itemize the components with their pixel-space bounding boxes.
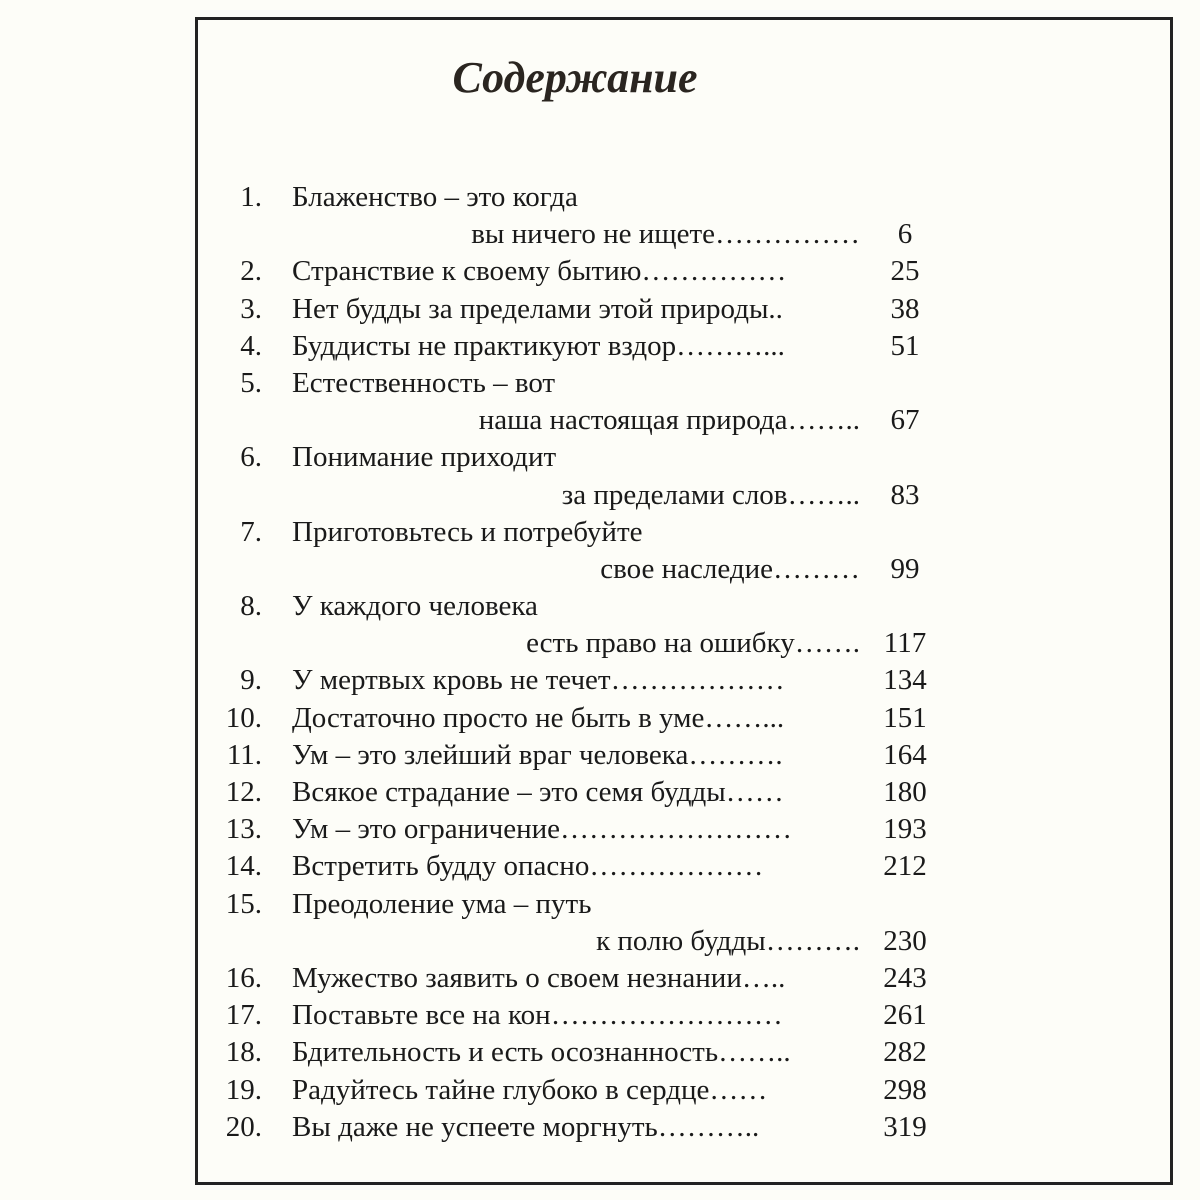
entry-page: 243 [883,961,927,994]
toc-entry-continuation[interactable]: есть право на ошибку……. 117 [200,625,960,662]
toc-entry[interactable]: 12. Всякое страдание – это семя будды…… 18… [200,774,960,811]
entry-title: Вы даже не успеете моргнуть……….. [292,1110,760,1143]
entry-number: 17. [225,999,262,1032]
entry-page: 25 [890,255,920,288]
entry-number: 1. [240,181,262,213]
entry-title: Достаточно просто не быть в уме……... [292,701,785,734]
entry-page: 99 [890,552,920,585]
entry-number: 7. [240,515,262,548]
entry-page: 38 [890,292,920,325]
toc-entry[interactable]: 19. Радуйтесь тайне глубоко в сердце…… 298 [200,1072,960,1109]
toc-entry[interactable]: 17. Поставьте все на кон…………………… 261 [200,997,960,1034]
entry-title: Ум – это злейший враг человека………. [292,738,783,771]
entry-number: 13. [225,813,262,846]
entry-title: Встретить будду опасно……………… [292,850,764,883]
toc-entry-continuation[interactable]: вы ничего не ищете…………… 6 [200,216,960,253]
toc-entry[interactable]: 1. Блаженство – это когда [200,179,960,216]
toc-entry-continuation[interactable]: за пределами слов…….. 83 [200,477,960,514]
entry-page: 6 [897,218,913,251]
entry-title: Мужество заявить о своем незнании….. [292,961,786,994]
entry-page: 180 [883,776,927,808]
toc-entry[interactable]: 8. У каждого человека [200,588,960,625]
entry-title: Ум – это ограничение…………………… [292,813,792,846]
entry-title: У каждого человека [292,590,538,623]
entry-title: Странствие к своему бытию…………… [292,255,787,288]
entry-title: У мертвых кровь не течет……………… [292,664,785,697]
toc-entry-continuation[interactable]: свое наследие……… 99 [200,551,960,588]
entry-page: 193 [883,813,927,846]
entry-number: 9. [240,664,262,697]
entry-page: 51 [890,329,920,362]
toc-entry[interactable]: 16. Мужество заявить о своем незнании….. 2… [200,960,960,997]
toc-entry[interactable]: 20. Вы даже не успеете моргнуть……….. 319 [200,1109,960,1146]
entry-number: 4. [240,329,262,362]
toc-entry[interactable]: 11. Ум – это злейший враг человека………. 164 [200,737,960,774]
entry-title: Понимание приходит [292,441,557,474]
toc-entry-continuation[interactable]: к полю будды………. 230 [200,923,960,960]
toc-entry[interactable]: 7. Приготовьтесь и потребуйте [200,514,960,551]
entry-title-continuation: есть право на ошибку……. [526,627,860,660]
entry-number: 2. [240,255,262,288]
entry-title: Блаженство – это когда [292,181,578,213]
toc-entry[interactable]: 9. У мертвых кровь не течет……………… 134 [200,662,960,699]
toc-entry[interactable]: 5. Естественность – вот [200,365,960,402]
entry-title-continuation: свое наследие……… [600,552,860,585]
toc-entry[interactable]: 2. Странствие к своему бытию…………… 25 [200,253,960,290]
entry-number: 12. [225,776,262,808]
entry-title: Всякое страдание – это семя будды…… [292,776,784,808]
entry-title: Приготовьтесь и потребуйте [292,515,643,548]
entry-number: 20. [225,1110,262,1143]
entry-page: 117 [883,627,927,660]
table-of-contents: 1. Блаженство – это когда вы ничего не ище… [200,179,960,1146]
entry-page: 319 [883,1110,927,1143]
toc-entry[interactable]: 3. Нет будды за пределами этой природы.. 3… [200,291,960,328]
entry-title-continuation: к полю будды………. [596,924,860,957]
entry-number: 16. [225,961,262,994]
entry-page: 212 [883,850,927,883]
page-title: Содержание [452,53,698,102]
entry-title: Нет будды за пределами этой природы.. [292,292,783,325]
entry-page: 261 [883,999,927,1032]
entry-number: 8. [240,590,262,623]
toc-entry[interactable]: 14. Встретить будду опасно……………… 212 [200,848,960,885]
entry-number: 6. [240,441,262,474]
toc-entry[interactable]: 6. Понимание приходит [200,439,960,476]
entry-page: 134 [883,664,927,697]
toc-entry[interactable]: 18. Бдительность и есть осознанность…….. 2… [200,1034,960,1071]
entry-number: 15. [225,887,262,920]
toc-entry[interactable]: 13. Ум – это ограничение…………………… 193 [200,811,960,848]
entry-number: 11. [226,738,262,771]
entry-title-continuation: за пределами слов…….. [561,478,860,511]
entry-title-continuation: наша настоящая природа…….. [478,404,860,437]
entry-number: 19. [225,1073,262,1106]
entry-number: 3. [240,292,262,325]
entry-title: Буддисты не практикуют вздор………... [292,329,785,362]
entry-title: Естественность – вот [292,366,556,399]
entry-title-continuation: вы ничего не ищете…………… [471,218,860,251]
entry-title: Преодоление ума – путь [292,887,592,920]
entry-page: 298 [883,1073,927,1106]
entry-page: 151 [883,701,927,734]
entry-title: Бдительность и есть осознанность…….. [292,1036,791,1069]
entry-page: 83 [890,478,920,511]
entry-page: 282 [883,1036,927,1069]
entry-number: 5. [240,366,262,399]
toc-entry[interactable]: 15. Преодоление ума – путь [200,886,960,923]
entry-title: Радуйтесь тайне глубоко в сердце…… [292,1073,768,1106]
entry-title: Поставьте все на кон…………………… [292,999,783,1032]
entry-number: 10. [225,701,262,734]
toc-entry[interactable]: 4. Буддисты не практикуют вздор………... 51 [200,328,960,365]
entry-page: 164 [883,738,927,771]
toc-entry-continuation[interactable]: наша настоящая природа…….. 67 [200,402,960,439]
toc-entry[interactable]: 10. Достаточно просто не быть в уме……... 1… [200,700,960,737]
entry-number: 18. [225,1036,262,1069]
page-border [195,17,1173,1185]
entry-number: 14. [225,850,262,883]
entry-page: 230 [883,924,927,957]
entry-page: 67 [890,404,920,437]
